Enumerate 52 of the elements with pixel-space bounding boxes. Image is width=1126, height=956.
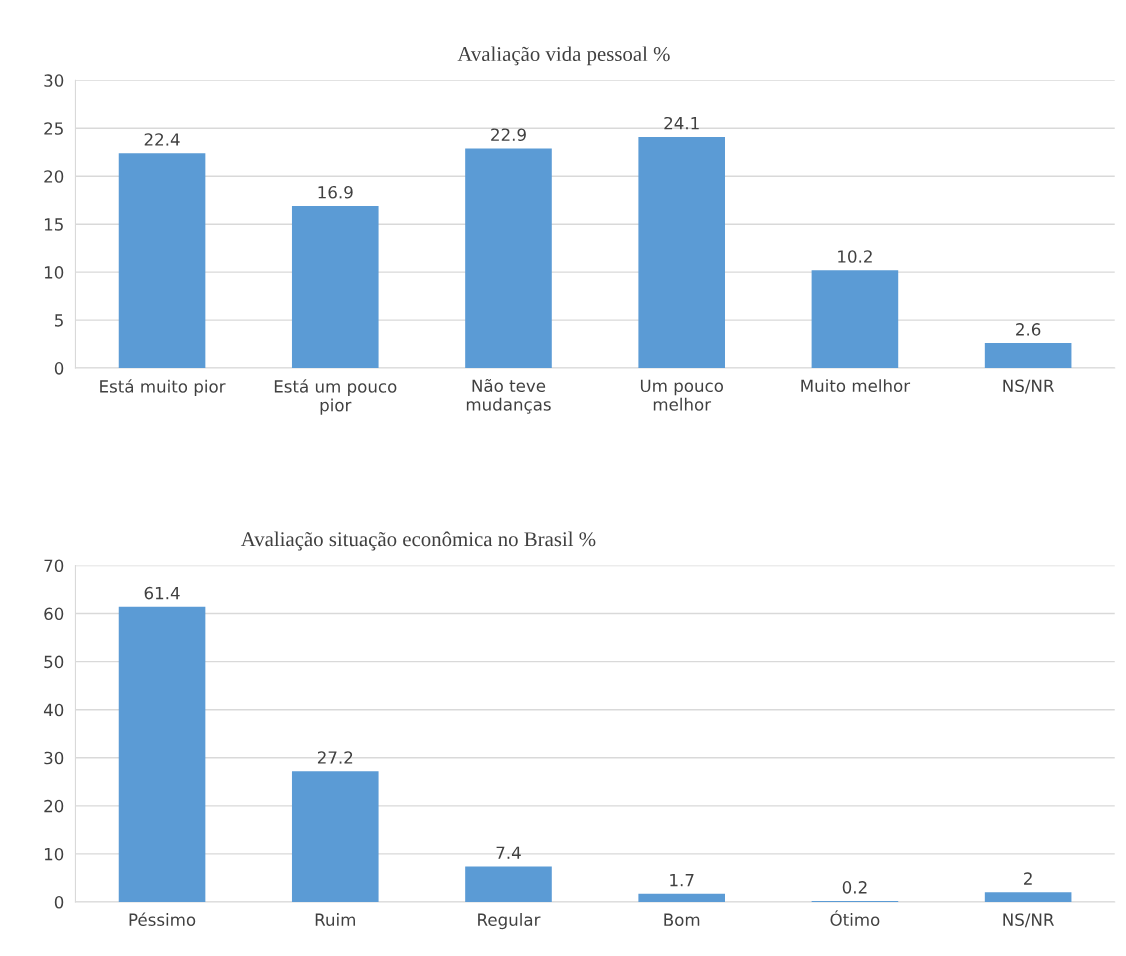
bar (465, 148, 552, 369)
bar (638, 136, 725, 369)
y-tick-label: 70 (44, 559, 64, 573)
bar (638, 893, 725, 902)
x-tick-label: Bom (664, 913, 700, 926)
data-label: 22.9 (491, 128, 526, 142)
bar (118, 606, 206, 902)
bar (465, 866, 552, 902)
data-label: 61.4 (144, 586, 180, 600)
bar (118, 153, 206, 369)
y-tick-label: 0 (54, 895, 64, 909)
y-tick-label: 60 (44, 607, 64, 621)
y-tick-label: 10 (44, 266, 64, 279)
x-tick-label: Está muito pior (100, 379, 226, 396)
bar (984, 343, 1072, 369)
bar (984, 892, 1072, 902)
y-tick-label: 30 (44, 751, 64, 765)
data-label: 27.2 (317, 751, 353, 764)
x-tick-label: NS/NR (1003, 913, 1055, 928)
data-label: 16.9 (318, 185, 353, 199)
data-label: 22.4 (144, 133, 180, 146)
y-tick-label: 50 (44, 655, 64, 669)
data-label: 24.1 (664, 116, 699, 130)
x-tick-label: Péssimo (129, 912, 196, 926)
y-tick-label: 30 (44, 74, 64, 87)
data-label: 2 (1024, 872, 1032, 885)
data-label: 2.6 (1016, 323, 1041, 336)
y-tick-label: 20 (44, 170, 64, 183)
bar (811, 270, 899, 369)
y-tick-label: 10 (44, 847, 64, 861)
chart-title: Avaliação situação econômica no Brasil % (240, 531, 596, 551)
y-tick-label: 20 (44, 799, 64, 813)
x-tick-label: NS/NR (1003, 379, 1055, 394)
y-tick-label: 0 (54, 362, 64, 375)
x-tick-label: Muito melhor (801, 379, 911, 393)
x-tick-label: Regular (478, 913, 541, 930)
chart-title: Avaliação vida pessoal % (457, 46, 670, 66)
y-tick-label: 25 (44, 122, 63, 135)
data-label: 10.2 (838, 250, 872, 263)
data-label: 7.4 (496, 846, 521, 859)
y-tick-label: 40 (43, 703, 64, 717)
x-tick-label: Um pouco melhor (640, 379, 723, 411)
x-tick-label: Está um pouco pior (274, 379, 397, 415)
y-tick-label: 5 (55, 314, 63, 327)
data-label: 0.2 (842, 881, 867, 894)
data-label: 1.7 (670, 874, 694, 887)
x-tick-label: Ótimo (830, 910, 880, 926)
x-tick-label: Ruim (315, 913, 355, 926)
bar (291, 771, 379, 902)
y-tick-label: 15 (44, 218, 63, 231)
bar (291, 205, 379, 369)
x-tick-label: Não teve mudanças (466, 378, 551, 414)
